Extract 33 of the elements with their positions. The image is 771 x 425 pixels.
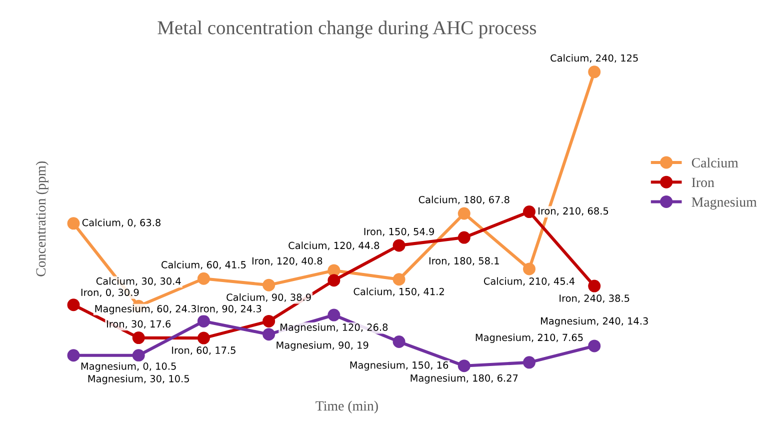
data-label: Calcium, 90, 38.9: [226, 293, 311, 302]
legend-label: Calcium: [692, 158, 738, 168]
y-axis-title: Concentration (ppm): [36, 161, 48, 276]
x-axis-title: Time (min): [316, 400, 378, 414]
data-label: Iron, 150, 54.9: [364, 228, 434, 236]
legend-label: Iron: [692, 178, 714, 188]
data-label: Calcium, 180, 67.8: [418, 196, 510, 204]
data-label: Calcium, 210, 45.4: [484, 277, 575, 286]
data-label: Magnesium, 0, 10.5: [81, 362, 176, 372]
data-label: Magnesium, 90, 19: [276, 341, 368, 351]
data-label: Calcium, 30, 30.4: [96, 277, 181, 286]
data-label: Magnesium, 210, 7.65: [476, 334, 583, 343]
data-label: Iron, 120, 40.8: [252, 257, 322, 266]
data-label: Calcium, 150, 41.2: [354, 288, 444, 296]
data-label: Magnesium, 150, 16: [350, 361, 448, 371]
chart-title: Metal concentration change during AHC process: [158, 20, 536, 38]
data-label: Magnesium, 240, 14.3: [541, 317, 648, 327]
legend-label: Magnesium: [692, 197, 757, 210]
data-label: Iron, 240, 38.5: [560, 294, 630, 303]
data-label: Calcium, 240, 125: [550, 54, 638, 63]
data-label: Iron, 30, 17.6: [106, 320, 171, 329]
data-label: Calcium, 60, 41.5: [162, 260, 246, 270]
data-label: Magnesium, 30, 10.5: [88, 374, 189, 384]
data-label: Iron, 210, 68.5: [538, 207, 608, 216]
data-label: Magnesium, 60, 24.3: [95, 304, 196, 314]
data-label: Iron, 90, 24.3: [198, 305, 262, 314]
data-label: Magnesium, 180, 6.27: [410, 374, 518, 384]
data-label: Calcium, 120, 44.8: [288, 242, 380, 250]
data-label: Iron, 180, 58.1: [429, 257, 499, 266]
data-label: Iron, 0, 30.9: [81, 288, 139, 298]
data-label: Iron, 60, 17.5: [172, 346, 236, 355]
data-label: Magnesium, 120, 26.8: [280, 323, 388, 333]
data-label: Calcium, 0, 63.8: [82, 218, 160, 228]
